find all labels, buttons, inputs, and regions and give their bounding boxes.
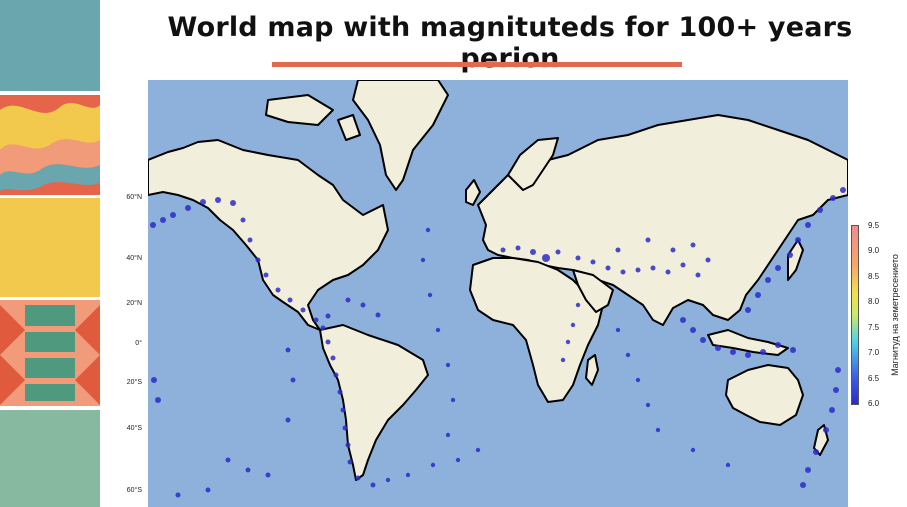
lat-label: 40°S — [126, 425, 142, 432]
lat-label: 40°N — [126, 255, 142, 262]
title-underline — [272, 62, 682, 67]
earthquake-points — [150, 187, 846, 498]
decor-wave-block — [0, 95, 100, 195]
colorbar-tick: 8.0 — [868, 297, 880, 306]
lat-label: 60°S — [126, 487, 142, 494]
continent-eurasia — [477, 114, 848, 326]
lat-label: 0° — [135, 340, 142, 347]
colorbar-tick: 8.5 — [868, 272, 880, 281]
continent-scandinavia — [507, 137, 559, 191]
continent-greenland — [352, 80, 449, 191]
continent-arabia — [572, 269, 614, 313]
world-earthquake-map — [148, 80, 848, 507]
lat-label: 60°N — [126, 194, 142, 201]
colorbar-tick: 9.0 — [868, 246, 880, 255]
island-japan — [787, 239, 804, 281]
colorbar-tick: 6.5 — [868, 374, 880, 383]
islands-arctic — [265, 94, 334, 126]
continent-south-america — [319, 324, 429, 481]
decor-green-block — [0, 410, 100, 507]
colorbar-tick: 7.0 — [868, 348, 880, 357]
continent-africa — [469, 257, 604, 403]
colorbar-tick: 7.5 — [868, 323, 880, 332]
colorbar-tick: 9.5 — [868, 221, 880, 230]
continent-north-america — [148, 139, 389, 331]
colorbar-tick: 6.0 — [868, 399, 880, 408]
islands-arctic — [337, 114, 361, 141]
slide-title: World map with magnituteds for 100+ year… — [167, 12, 853, 74]
colorbar — [851, 225, 859, 405]
lat-label: 20°N — [126, 300, 142, 307]
lat-label: 20°S — [126, 379, 142, 386]
colorbar-title: Магнитуд на земетресението — [890, 254, 900, 376]
decor-yellow-block — [0, 198, 100, 297]
decor-teal-block — [0, 0, 100, 91]
island-madagascar — [585, 354, 599, 386]
decor-triangle-block — [0, 300, 100, 406]
continent-australia — [725, 364, 804, 426]
island-uk — [465, 179, 481, 206]
islands-indonesia — [707, 329, 789, 356]
